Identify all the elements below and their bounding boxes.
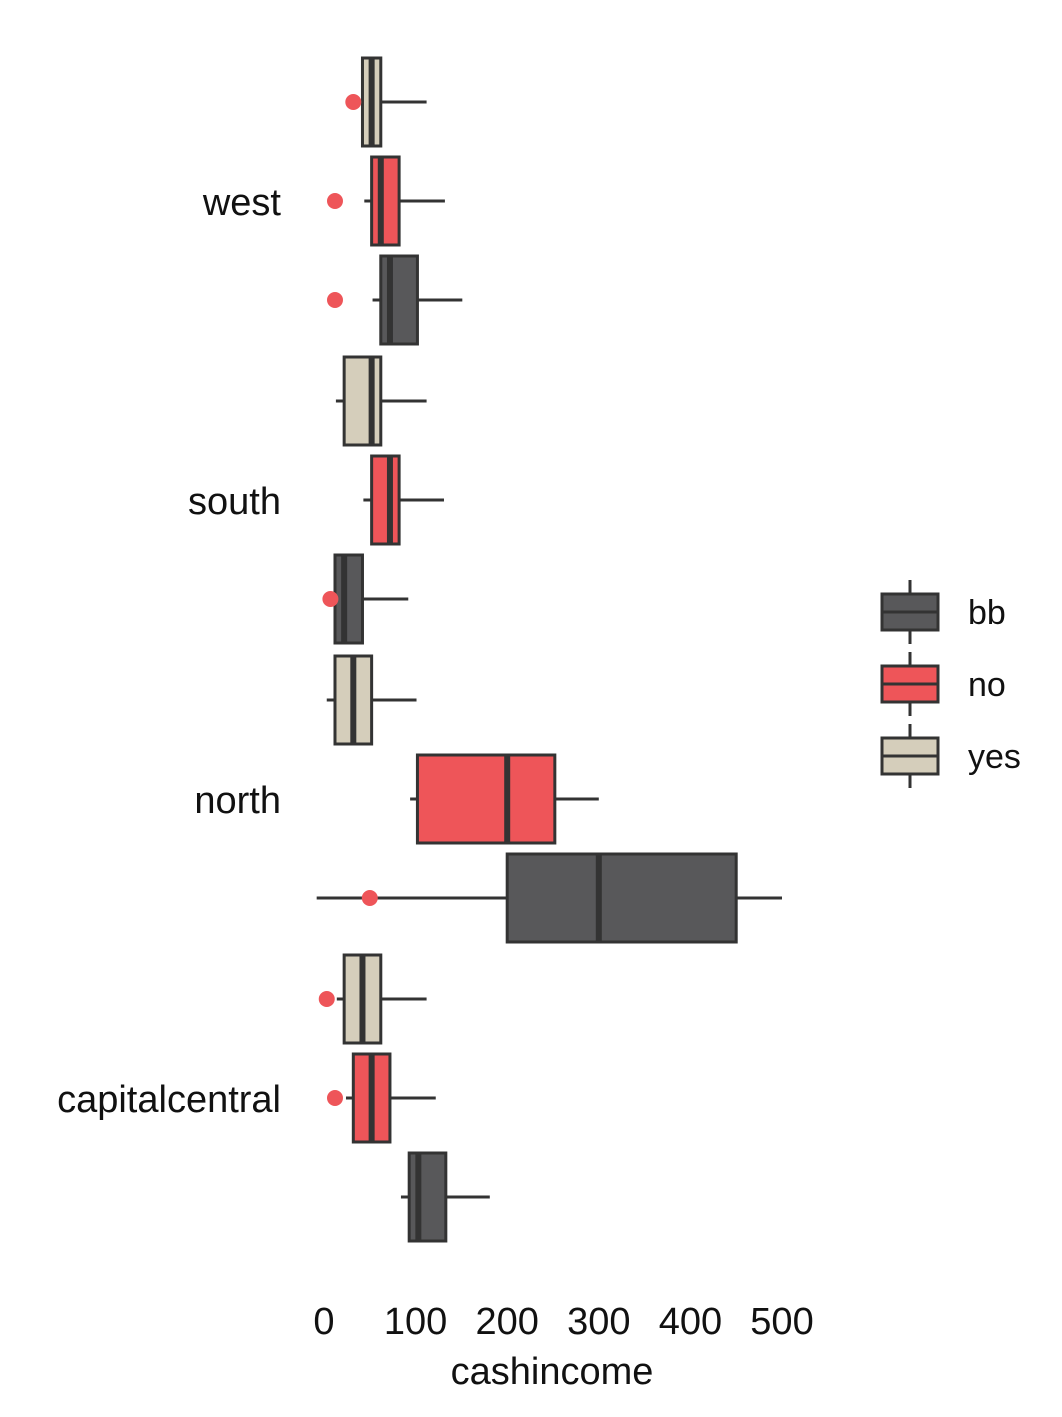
x-tick-label: 0 xyxy=(313,1301,334,1343)
box-iqr xyxy=(505,852,738,944)
x-axis-title: cashincome xyxy=(451,1351,654,1393)
legend-item-yes: yes xyxy=(880,724,1021,788)
legend-label: yes xyxy=(968,738,1021,776)
legend-label: bb xyxy=(968,594,1006,632)
legend-item-bb: bb xyxy=(880,580,1006,644)
outlier-point xyxy=(326,1090,343,1106)
box-south-yes xyxy=(335,355,427,447)
box-iqr xyxy=(333,553,364,645)
outlier-point xyxy=(361,890,378,906)
category-label-capitalcentral: capitalcentral xyxy=(57,1079,281,1121)
box-south-no xyxy=(363,454,444,546)
box-west-yes xyxy=(345,56,427,148)
box-north-no xyxy=(410,753,599,845)
legend-item-no: no xyxy=(880,652,1006,716)
category-label-north: north xyxy=(194,780,281,822)
box-capitalcentral-yes xyxy=(318,953,427,1045)
box-iqr xyxy=(415,753,557,845)
category-labels: capitalcentral north south west xyxy=(57,182,281,1121)
x-tick-label: 500 xyxy=(750,1301,813,1343)
category-label-south: south xyxy=(188,481,281,523)
x-tick-label: 100 xyxy=(384,1301,447,1343)
outlier-point xyxy=(322,591,339,607)
box-capitalcentral-no xyxy=(326,1052,436,1144)
box-south-bb xyxy=(322,553,409,645)
box-north-yes xyxy=(326,654,417,746)
x-axis-ticks: 0 100 200 300 400 500 xyxy=(313,1301,813,1343)
outlier-point xyxy=(345,94,362,110)
box-west-no xyxy=(326,155,445,247)
box-west-bb xyxy=(326,254,463,346)
box-iqr xyxy=(370,155,401,247)
legend: bb no yes xyxy=(880,580,1021,788)
x-tick-label: 200 xyxy=(475,1301,538,1343)
box-iqr xyxy=(342,355,383,447)
box-north-bb xyxy=(316,852,782,944)
x-tick-label: 300 xyxy=(567,1301,630,1343)
box-iqr xyxy=(407,1151,448,1243)
box-iqr xyxy=(379,254,419,346)
outlier-point xyxy=(326,193,343,209)
category-label-west: west xyxy=(202,182,282,224)
outlier-point xyxy=(318,991,335,1007)
box-capitalcentral-bb xyxy=(400,1151,490,1243)
box-iqr xyxy=(370,454,401,546)
x-tick-label: 400 xyxy=(659,1301,722,1343)
plot-area xyxy=(316,56,782,1243)
outlier-point xyxy=(326,292,343,308)
legend-label: no xyxy=(968,666,1006,704)
